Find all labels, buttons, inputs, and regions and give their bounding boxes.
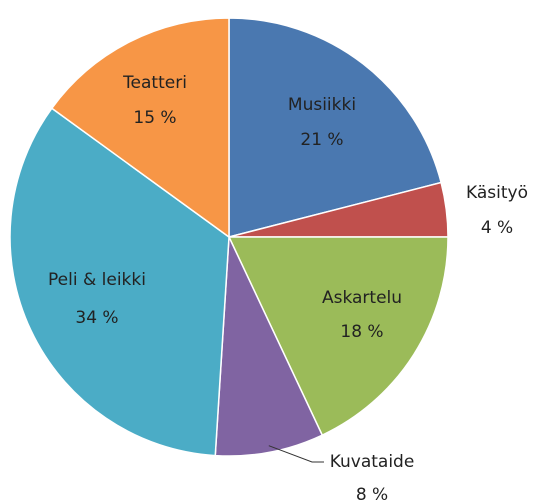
slice-value-label: 8 % [356, 485, 388, 503]
slice-value-label: 34 % [75, 308, 118, 328]
slice-value-label: 21 % [300, 130, 343, 150]
pie-slice [227, 236, 449, 437]
pie-slice [50, 17, 230, 239]
slice-label: Käsityö [466, 183, 528, 203]
slice-value-label: 15 % [133, 108, 176, 128]
slice-value-label: 4 % [481, 218, 513, 238]
slice-label: Peli & leikki [48, 270, 146, 290]
slice-label: Kuvataide [330, 452, 415, 472]
pie-slice [228, 17, 443, 238]
leader-line [268, 445, 324, 463]
slice-label: Musiikki [288, 95, 356, 115]
slice-label: Askartelu [322, 288, 402, 308]
slice-label: Teatteri [122, 73, 187, 93]
pie-slice [9, 107, 230, 457]
slice-value-label: 18 % [340, 322, 383, 342]
pie-slice [214, 236, 324, 457]
